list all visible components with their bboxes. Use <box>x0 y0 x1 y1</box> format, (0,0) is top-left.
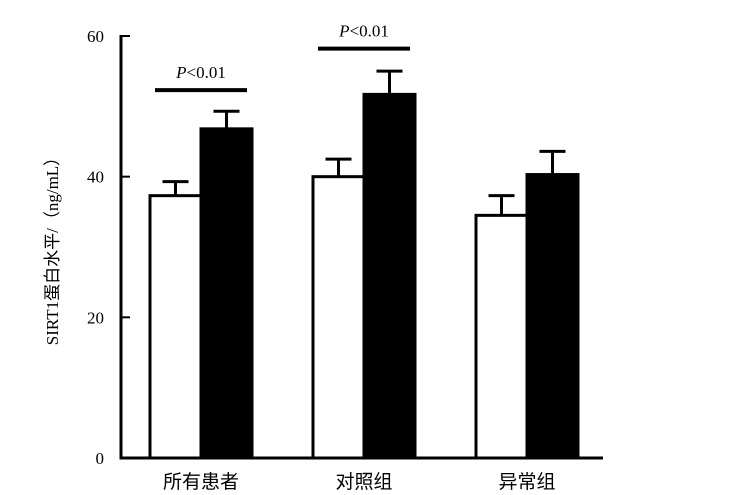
y-tick-label: 60 <box>87 27 104 46</box>
p-italic: P <box>175 63 186 82</box>
significance-label: P<0.01 <box>338 22 389 41</box>
bar <box>311 175 366 460</box>
p-threshold: <0.01 <box>187 63 226 82</box>
p-italic: P <box>338 22 349 41</box>
significance-label: P<0.01 <box>175 63 226 82</box>
error-bars <box>162 69 566 216</box>
annotations: P<0.01P<0.01 <box>155 22 410 93</box>
x-tick-label: 所有患者 <box>163 471 239 493</box>
bars: 所有患者 对照组 异常组 <box>148 92 580 493</box>
y-tick-label: 20 <box>87 308 104 327</box>
x-tick-label: 对照组 <box>335 471 392 493</box>
bar <box>525 173 580 460</box>
bar <box>362 92 417 460</box>
x-tick-label: 异常组 <box>498 471 555 493</box>
p-threshold: <0.01 <box>350 22 389 41</box>
y-axis-label: SIRT1蛋白水平/（ng/mL） <box>43 149 62 345</box>
bar <box>199 127 254 460</box>
y-tick-label: 0 <box>96 449 105 468</box>
bar <box>474 213 529 460</box>
axis-labels: SIRT1蛋白水平/（ng/mL） <box>43 149 62 345</box>
y-tick-label: 40 <box>87 168 104 187</box>
bar <box>148 194 203 460</box>
